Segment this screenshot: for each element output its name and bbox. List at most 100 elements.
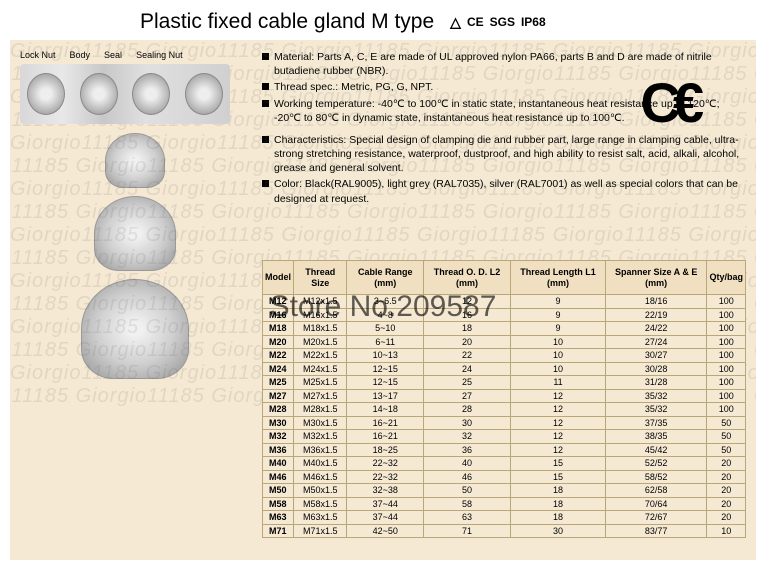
table-cell: M20x1.5: [294, 335, 347, 349]
table-cell: 22/19: [605, 308, 707, 322]
table-cell: 31/28: [605, 376, 707, 390]
table-cell: 18/16: [605, 295, 707, 309]
table-row: M32M32x1.516~21321238/3550: [263, 430, 746, 444]
table-cell: 83/77: [605, 524, 707, 538]
table-cell: M27: [263, 389, 294, 403]
table-row: M16M16x1.54~816922/19100: [263, 308, 746, 322]
table-header-cell: Thread Size: [294, 261, 347, 295]
table-cell: 20: [707, 457, 746, 471]
table-cell: M46: [263, 470, 294, 484]
lock-labels: Lock Nut Body Seal Sealing Nut: [20, 50, 250, 60]
table-row: M58M58x1.537~44581870/6420: [263, 497, 746, 511]
table-row: M50M50x1.532~38501862/5820: [263, 484, 746, 498]
table-cell: M63x1.5: [294, 511, 347, 525]
table-row: M30M30x1.516~21301237/3550: [263, 416, 746, 430]
table-cell: 18: [423, 322, 510, 336]
table-cell: 22~32: [347, 457, 424, 471]
table-cell: 12: [511, 389, 606, 403]
spec-table: ModelThread SizeCable Range (mm)Thread O…: [262, 260, 746, 538]
triangle-icon: △: [450, 14, 461, 31]
table-cell: M25: [263, 376, 294, 390]
table-row: M46M46x1.522~32461558/5220: [263, 470, 746, 484]
table-header-row: ModelThread SizeCable Range (mm)Thread O…: [263, 261, 746, 295]
table-cell: 10: [511, 349, 606, 363]
gland-large-image: [81, 279, 189, 379]
lbl-locknut: Lock Nut: [20, 50, 56, 60]
table-cell: 35/32: [605, 389, 707, 403]
table-cell: 10~13: [347, 349, 424, 363]
table-header-cell: Model: [263, 261, 294, 295]
table-row: M25M25x1.512~15251131/28100: [263, 376, 746, 390]
table-cell: 52/52: [605, 457, 707, 471]
table-row: M20M20x1.56~11201027/24100: [263, 335, 746, 349]
table-cell: 20: [707, 497, 746, 511]
table-cell: M30: [263, 416, 294, 430]
table-header-cell: Qty/bag: [707, 261, 746, 295]
top-section: Lock Nut Body Seal Sealing Nut Material:…: [20, 50, 746, 127]
table-cell: 30: [511, 524, 606, 538]
page-title: Plastic fixed cable gland M type: [140, 10, 434, 34]
table-cell: M46x1.5: [294, 470, 347, 484]
table-cell: M71: [263, 524, 294, 538]
table-header-cell: Spanner Size A & E (mm): [605, 261, 707, 295]
table-cell: 37/35: [605, 416, 707, 430]
table-cell: 58: [423, 497, 510, 511]
table-cell: 13~17: [347, 389, 424, 403]
table-cell: 12~15: [347, 376, 424, 390]
table-cell: 4~8: [347, 308, 424, 322]
table-cell: 35/32: [605, 403, 707, 417]
table-cell: 9: [511, 295, 606, 309]
table-cell: 14~18: [347, 403, 424, 417]
table-header-cell: Thread Length L1 (mm): [511, 261, 606, 295]
table-cell: 24/22: [605, 322, 707, 336]
table-cell: M58x1.5: [294, 497, 347, 511]
table-cell: 30: [423, 416, 510, 430]
table-cell: 42~50: [347, 524, 424, 538]
table-row: M40M40x1.522~32401552/5220: [263, 457, 746, 471]
table-cell: 32~38: [347, 484, 424, 498]
table-cell: M50x1.5: [294, 484, 347, 498]
table-cell: M32: [263, 430, 294, 444]
gland-small-image: [105, 133, 165, 188]
table-cell: 12: [511, 443, 606, 457]
table-cell: 9: [511, 322, 606, 336]
table-cell: 20: [707, 470, 746, 484]
table-cell: 46: [423, 470, 510, 484]
table-cell: 36: [423, 443, 510, 457]
table-cell: M12x1.5: [294, 295, 347, 309]
table-cell: 32: [423, 430, 510, 444]
table-cell: M30x1.5: [294, 416, 347, 430]
table-cell: M22x1.5: [294, 349, 347, 363]
table-row: M12M12x1.53~6.512918/16100: [263, 295, 746, 309]
table-cell: 20: [423, 335, 510, 349]
table-cell: 100: [707, 389, 746, 403]
table-cell: 11: [511, 376, 606, 390]
table-cell: 27: [423, 389, 510, 403]
table-cell: M25x1.5: [294, 376, 347, 390]
table-cell: 28: [423, 403, 510, 417]
table-cell: 20: [707, 484, 746, 498]
lbl-seal: Seal: [104, 50, 122, 60]
sgs-text: SGS: [490, 15, 515, 29]
table-header-cell: Thread O. D. L2 (mm): [423, 261, 510, 295]
table-cell: 71: [423, 524, 510, 538]
table-cell: M36: [263, 443, 294, 457]
ce-text: CE: [467, 15, 484, 29]
table-cell: 12: [511, 430, 606, 444]
table-cell: M71x1.5: [294, 524, 347, 538]
table-cell: 100: [707, 322, 746, 336]
table-cell: M40: [263, 457, 294, 471]
table-cell: M18x1.5: [294, 322, 347, 336]
table-cell: M12: [263, 295, 294, 309]
table-cell: 9: [511, 308, 606, 322]
table-cell: M24x1.5: [294, 362, 347, 376]
table-cell: 10: [511, 335, 606, 349]
gland-medium-image: [94, 196, 176, 271]
table-cell: M58: [263, 497, 294, 511]
table-cell: M20: [263, 335, 294, 349]
table-cell: 12~15: [347, 362, 424, 376]
table-cell: 16: [423, 308, 510, 322]
ip68-text: IP68: [521, 15, 546, 29]
table-cell: 37~44: [347, 511, 424, 525]
table-cell: 100: [707, 349, 746, 363]
